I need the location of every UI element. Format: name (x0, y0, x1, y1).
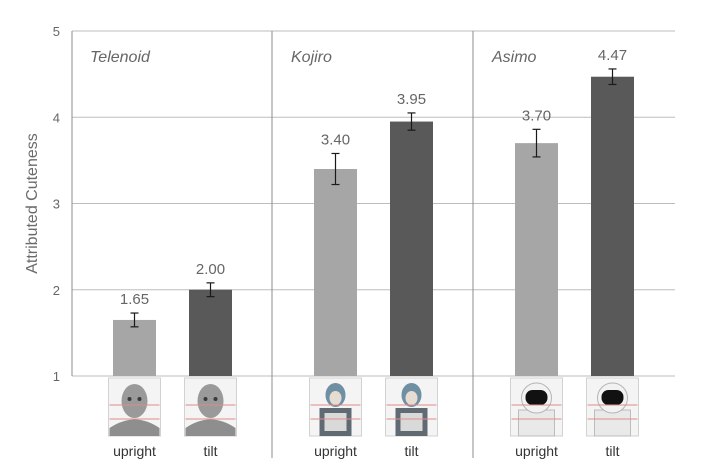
robot-thumbnail-telenoid-tilt (184, 377, 237, 437)
y-axis-title: Attributed Cuteness (24, 133, 41, 274)
bar-kojiro-tilt (390, 121, 433, 376)
robot-eye (203, 397, 208, 401)
robot-visor (525, 390, 548, 405)
data-label: 4.47 (598, 47, 627, 64)
condition-label: upright (515, 443, 558, 459)
bar-kojiro-upright (314, 169, 357, 376)
data-label: 1.65 (120, 291, 149, 308)
y-tick-label: 5 (53, 24, 60, 39)
y-tick-label: 4 (53, 110, 60, 125)
robot-chest (324, 413, 347, 431)
data-label: 3.40 (321, 131, 350, 148)
robot-chest (400, 413, 423, 431)
bar-telenoid-tilt (189, 289, 232, 376)
data-label: 3.95 (397, 91, 426, 108)
robot-eye (137, 397, 142, 401)
condition-label: tilt (606, 443, 620, 459)
robot-thumbnail-asimo-upright (510, 377, 563, 437)
robot-eye (127, 397, 132, 401)
condition-label: upright (113, 443, 156, 459)
panel-dividers (71, 31, 474, 458)
y-tick-label: 2 (53, 283, 60, 298)
condition-label: tilt (405, 443, 419, 459)
bar-telenoid-upright (113, 319, 156, 376)
labels: Telenoid 1.65 upright 2.00 tilt Kojiro 3.40 upr… (90, 47, 627, 459)
y-tick-label: 3 (53, 197, 60, 212)
y-axis: 1 2 3 4 5 Attributed Cuteness (24, 24, 60, 384)
grid-layer (72, 30, 675, 377)
robot-torso (109, 419, 160, 436)
robot-thumbnail-asimo-tilt (586, 377, 639, 437)
robot-head (121, 384, 148, 418)
panel-title: Kojiro (291, 49, 332, 66)
data-label: 2.00 (196, 261, 225, 278)
robot-thumbnail-kojiro-tilt (385, 377, 438, 437)
robot-torso (518, 409, 555, 437)
panel-title: Telenoid (90, 49, 151, 66)
robot-visor (601, 390, 624, 405)
condition-label: tilt (204, 443, 218, 459)
robot-face (405, 391, 418, 405)
bars (113, 68, 634, 377)
robot-eye (213, 397, 218, 401)
robot-head (197, 384, 224, 418)
y-tick-label: 1 (53, 369, 60, 384)
robot-thumbnail-kojiro-upright (309, 377, 362, 437)
data-label: 3.70 (522, 107, 551, 124)
panel-title: Asimo (491, 49, 537, 66)
robot-torso (185, 419, 236, 436)
robot-face (329, 391, 342, 405)
bar-asimo-tilt (591, 76, 634, 377)
robot-torso (594, 409, 631, 437)
bar-asimo-upright (515, 143, 558, 376)
condition-label: upright (314, 443, 357, 459)
robot-thumbnails (108, 377, 639, 437)
robot-thumbnail-telenoid-upright (108, 377, 161, 437)
